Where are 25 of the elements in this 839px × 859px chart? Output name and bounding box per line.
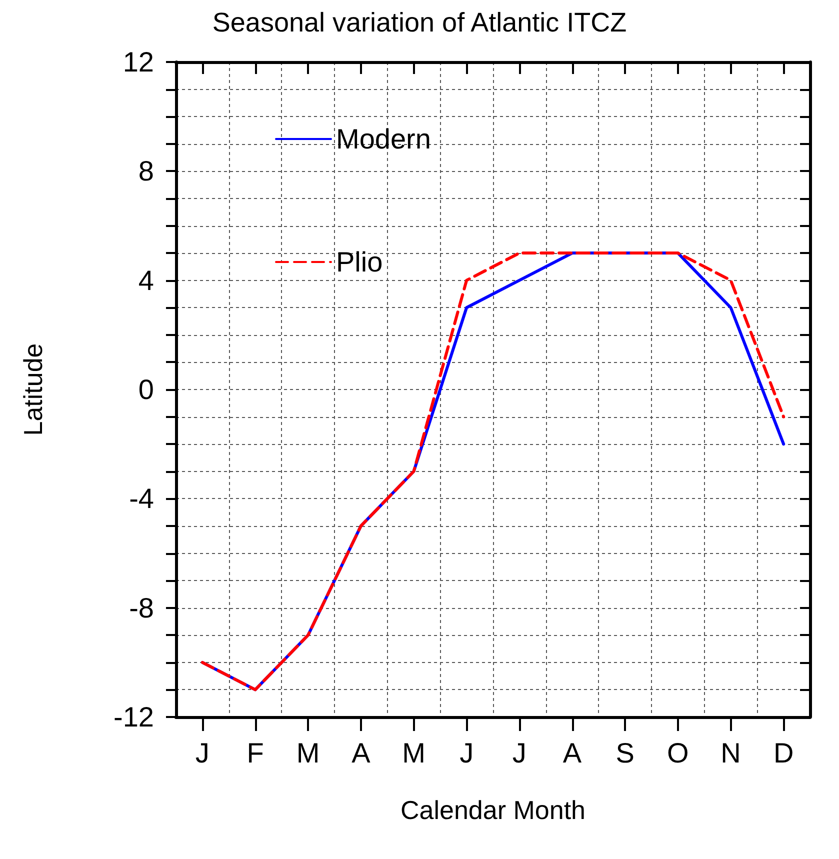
y-tick-label: -8: [129, 592, 154, 624]
legend-label: Plio: [336, 246, 383, 278]
y-tick-label: 8: [138, 156, 154, 187]
chart-title: Seasonal variation of Atlantic ITCZ: [212, 8, 627, 38]
x-tick-label: N: [720, 738, 741, 768]
x-tick-label: S: [616, 738, 634, 768]
y-tick-label: -4: [129, 483, 154, 514]
x-tick-label: O: [667, 738, 689, 768]
x-tick-label: J: [195, 738, 210, 768]
x-axis-title: Calendar Month: [400, 795, 586, 825]
y-tick-label: 4: [138, 264, 154, 296]
line-series: [200, 252, 786, 692]
y-axis-title: Latitude: [18, 343, 48, 436]
x-tick-label: J: [460, 738, 474, 768]
x-tick-label: A: [352, 738, 371, 768]
x-tick-label: F: [246, 738, 264, 768]
legend-label: Modern: [336, 124, 431, 154]
x-tick-label: J: [512, 738, 526, 768]
y-tick-label: 0: [138, 374, 154, 405]
x-tick-label: A: [562, 738, 582, 768]
x-tick-label: M: [402, 738, 426, 768]
y-tick-label: 12: [122, 46, 154, 78]
y-tick-label: -12: [114, 702, 154, 732]
x-tick-label: M: [296, 738, 320, 768]
x-tick-label: D: [773, 738, 794, 768]
